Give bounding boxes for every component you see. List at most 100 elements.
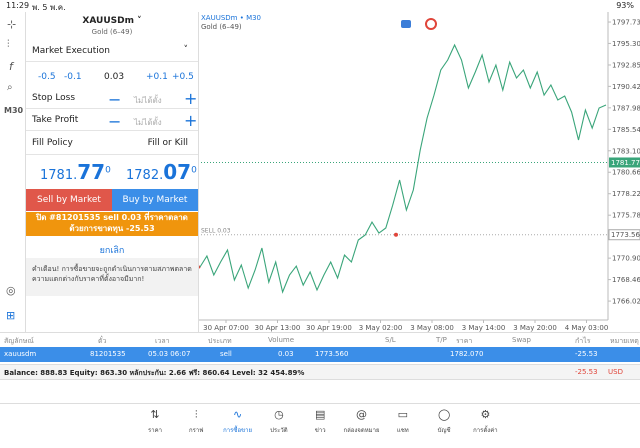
plus[interactable]: + [184, 111, 198, 130]
cell: 05.03 06:07 [148, 350, 191, 358]
y-tick-label: 1787.980 [612, 104, 640, 112]
execution-row[interactable]: Market Execution ˅ [26, 41, 198, 62]
tab-icon[interactable]: ▤ [314, 408, 326, 421]
column-header: ประเภท [208, 337, 232, 345]
y-tick-label: 1792.850 [612, 61, 640, 69]
crosshair-icon[interactable]: ⊹ [7, 18, 17, 31]
cell: 1782.070 [450, 350, 484, 358]
tab-icon[interactable]: ⚙ [480, 408, 491, 421]
tab-label[interactable]: การตั้งค่า [473, 427, 498, 434]
tab-icon[interactable]: ◷ [274, 408, 284, 421]
chevron: ˅ [183, 45, 189, 55]
status-date: พ. 5 พ.ค. [32, 3, 66, 12]
cancel-button[interactable]: ยกเลิก [99, 246, 125, 256]
symbol-text: XAUUSDm [82, 16, 134, 26]
minus[interactable]: − [108, 112, 122, 131]
symbol[interactable]: XAUUSDm ˅ [82, 16, 142, 26]
cell: 0.03 [278, 350, 294, 358]
cell: -25.53 [575, 350, 598, 358]
volume-step[interactable]: -0.5 [38, 72, 56, 82]
function-icon[interactable]: f [9, 60, 13, 73]
not-set: ไม่ได้ตั้ง [134, 96, 162, 105]
bid-label-box [609, 157, 640, 168]
tab-label[interactable]: การซื้อขาย [223, 427, 253, 434]
tab-bar: ⇅ ราคา ⫶ กราฟ ∿ การซื้อขาย ◷ ประวัติ ▤ ข่าว @ กล่อง… [0, 403, 640, 448]
timeframe[interactable]: M30 [4, 106, 24, 115]
column-header: ตั๋ว [98, 337, 107, 345]
objects-icon[interactable]: ⌕ [7, 82, 13, 93]
tab-label[interactable]: กราฟ [189, 427, 204, 434]
tab-icon[interactable]: ⫶ [194, 408, 198, 421]
column-header: สัญลักษณ์ [4, 337, 34, 345]
sell-label-box [608, 229, 640, 241]
x-tick-label: 4 May 03:00 [565, 324, 609, 332]
tab-label[interactable]: กล่องจดหมาย [343, 427, 380, 434]
column-header: T/P [436, 336, 447, 344]
currency: USD [608, 368, 623, 376]
y-tick-label: 1770.900 [612, 255, 640, 263]
entry-dot [394, 232, 398, 237]
ask-main: 1782. [126, 168, 164, 183]
stop-loss: Stop Loss [32, 93, 76, 103]
one-click-toggle[interactable] [425, 18, 437, 30]
sell-button[interactable]: Sell by Market [26, 189, 112, 211]
search-icon[interactable]: ◎ [6, 284, 16, 297]
volume-step[interactable]: +0.1 [146, 72, 168, 82]
column-header: ราคา [456, 337, 473, 345]
x-tick-label: 3 May 20:00 [513, 324, 557, 332]
warning: คำเตือน! การซื้อขายจะถูกดำเนินการตามสภาพ… [32, 265, 192, 283]
column-header: หมายเหตุ [610, 337, 639, 345]
column-header: Volume [268, 336, 295, 344]
volume-step[interactable]: -0.1 [64, 72, 82, 82]
tab-icon[interactable]: @ [356, 408, 367, 421]
y-tick-label: 1775.780 [612, 212, 640, 220]
y-tick-label: 1768.460 [612, 276, 640, 284]
balance-row: Balance: 888.83 Equity: 863.30 หลักประกั… [0, 364, 640, 380]
cell: sell [220, 350, 232, 358]
volume-step[interactable]: +0.5 [172, 72, 194, 82]
order-icon[interactable]: ⊞ [6, 309, 16, 322]
x-tick-label: 3 May 08:00 [410, 324, 454, 332]
chart-subtitle: Gold (6–49) [201, 23, 242, 31]
plus[interactable]: + [184, 89, 198, 108]
y-tick-label: 1780.660 [612, 169, 640, 177]
tab-label[interactable]: บัญชี [437, 427, 451, 434]
table-header: สัญลักษณ์ ตั๋ว เวลา ประเภท Volume S/L T/P ราคา S… [0, 332, 640, 347]
fill-row[interactable]: Fill Policy Fill or Kill [26, 134, 198, 155]
execution: Market Execution [32, 46, 110, 56]
take-profit-row[interactable]: Take Profit − ไม่ได้ตั้ง + [26, 110, 198, 131]
tab-icon[interactable]: ⇅ [150, 408, 160, 421]
tab-label[interactable]: ราคา [148, 427, 162, 434]
x-tick-label: 30 Apr 19:00 [306, 324, 352, 332]
ask-price: 1782.070 [126, 160, 197, 184]
tab-icon[interactable]: ∿ [232, 408, 243, 421]
tab-label[interactable]: แชท [396, 427, 409, 434]
tab-icon[interactable]: ◯ [437, 408, 451, 421]
chart: XAUUSDm • M30 Gold (6–49) 1797.730 1795.3… [197, 12, 640, 332]
take-profit: Take Profit [32, 115, 79, 125]
column-header: เวลา [155, 337, 170, 345]
side-toolbar: ⊹ ⫶ f ⌕ M30 ◎ ⊞ [0, 12, 26, 332]
volume[interactable]: 0.03 [104, 72, 125, 82]
buy-sell-toggle[interactable] [401, 20, 411, 28]
symbol-desc: Gold (6–49) [91, 28, 133, 36]
y-tick-label: 1783.100 [612, 147, 640, 155]
tab-label[interactable]: ประวัติ [270, 427, 288, 434]
order-panel: XAUUSDm ˅ Gold (6–49) Market Execution ˅… [26, 12, 199, 332]
indicators-icon[interactable]: ⫶ [7, 39, 10, 50]
ask-big: 07 [163, 160, 192, 184]
x-tick-label: 3 May 02:00 [359, 324, 403, 332]
column-header: S/L [385, 336, 396, 344]
bid-big: 77 [77, 160, 106, 184]
buy-button[interactable]: Buy by Market [112, 189, 198, 211]
position-row[interactable]: xauusdm 81201535 05.03 06:07 sell 0.03 1773.5… [0, 347, 640, 362]
tab-icon[interactable]: ▭ [397, 408, 408, 421]
stop-loss-row[interactable]: Stop Loss − ไม่ได้ตั้ง + [26, 88, 198, 109]
balance: Balance: 888.83 Equity: 863.30 หลักประกั… [4, 369, 305, 377]
close-button[interactable]: ปิด #81201535 sell 0.03 ที่ราคาตลาดด้วยก… [26, 212, 198, 236]
cell: xauusdm [4, 350, 37, 358]
price-line [199, 43, 607, 294]
minus[interactable]: − [108, 90, 122, 109]
tab-label[interactable]: ข่าว [314, 427, 326, 434]
